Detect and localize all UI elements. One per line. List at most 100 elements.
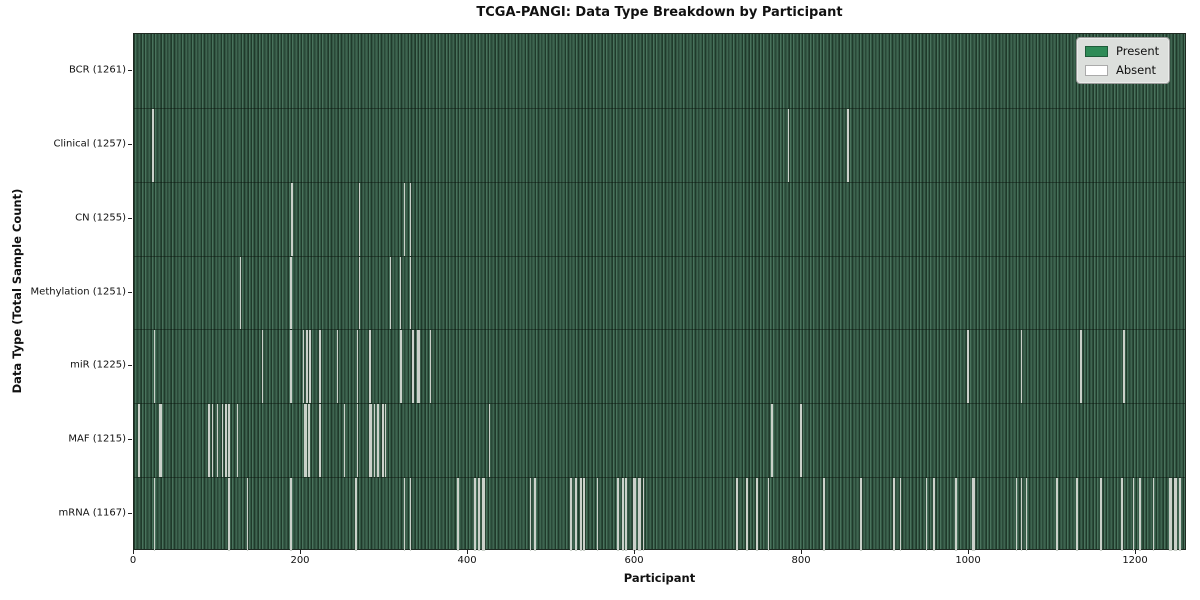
absent-mark bbox=[358, 182, 361, 256]
absent-mark bbox=[302, 330, 305, 404]
absent-mark bbox=[583, 478, 585, 551]
y-tick-label-mRNA: mRNA (1167) bbox=[58, 507, 126, 519]
y-tick-label-miR: miR (1225) bbox=[70, 359, 126, 371]
absent-mark bbox=[356, 330, 359, 404]
absent-mark bbox=[736, 478, 738, 551]
absent-mark bbox=[642, 478, 645, 551]
absent-mark bbox=[343, 404, 345, 478]
legend-item-present: Present bbox=[1085, 44, 1159, 58]
absent-mark bbox=[236, 404, 239, 478]
absent-mark bbox=[1055, 478, 1058, 551]
x-tick-mark bbox=[1135, 550, 1137, 554]
absent-mark bbox=[1179, 478, 1182, 551]
absent-mark bbox=[1020, 330, 1023, 404]
absent-mark bbox=[800, 404, 803, 478]
absent-mark bbox=[822, 478, 825, 551]
absent-mark bbox=[409, 478, 412, 551]
absent-mark bbox=[616, 478, 620, 551]
legend-label-absent: Absent bbox=[1116, 63, 1157, 77]
absent-mark bbox=[596, 478, 599, 551]
absent-mark bbox=[306, 330, 308, 404]
y-tick-label-Clinical: Clinical (1257) bbox=[53, 138, 127, 150]
y-axis-label: Data Type (Total Sample Count) bbox=[10, 188, 24, 394]
absent-mark bbox=[569, 478, 573, 551]
x-tick-label-400: 400 bbox=[457, 555, 477, 566]
heatmap-row-Clinical bbox=[134, 107, 1185, 182]
absent-mark bbox=[318, 404, 322, 478]
absent-mark bbox=[154, 478, 156, 551]
absent-mark bbox=[1015, 478, 1018, 551]
absent-mark bbox=[473, 478, 476, 551]
x-tick-label-800: 800 bbox=[791, 555, 811, 566]
x-tick-mark bbox=[634, 550, 636, 554]
absent-mark bbox=[482, 478, 485, 551]
y-tick-label-Methylation: Methylation (1251) bbox=[30, 286, 126, 297]
heatmap-row-MAF bbox=[134, 403, 1185, 478]
absent-mark bbox=[529, 478, 532, 551]
absent-mark bbox=[399, 256, 402, 330]
absent-mark bbox=[1152, 478, 1155, 551]
absent-mark bbox=[933, 478, 935, 551]
absent-mark bbox=[399, 330, 403, 404]
absent-mark bbox=[1139, 478, 1142, 551]
x-tick-mark bbox=[801, 550, 803, 554]
absent-mark bbox=[369, 330, 371, 404]
heatmap-row-miR bbox=[134, 329, 1185, 404]
absent-mark bbox=[967, 330, 970, 404]
absent-mark bbox=[228, 404, 231, 478]
absent-mark bbox=[290, 478, 292, 551]
absent-mark bbox=[377, 404, 379, 478]
absent-mark bbox=[1169, 478, 1172, 551]
x-tick-label-600: 600 bbox=[624, 555, 644, 566]
present-swatch-icon bbox=[1085, 45, 1108, 57]
absent-mark bbox=[382, 404, 384, 478]
absent-mark bbox=[893, 478, 895, 551]
absent-mark bbox=[1174, 478, 1177, 551]
absent-mark bbox=[290, 256, 292, 330]
absent-mark bbox=[478, 478, 480, 551]
plot-area bbox=[133, 33, 1186, 551]
absent-mark bbox=[369, 404, 372, 478]
absent-mark bbox=[533, 478, 537, 551]
absent-mark bbox=[409, 182, 411, 256]
absent-mark bbox=[307, 404, 311, 478]
heatmap-row-CN bbox=[134, 181, 1185, 256]
absent-mark bbox=[417, 330, 421, 404]
absent-mark bbox=[261, 330, 264, 404]
absent-mark bbox=[208, 404, 210, 478]
absent-mark bbox=[625, 478, 627, 551]
absent-mark bbox=[756, 478, 758, 551]
x-tick-mark bbox=[467, 550, 469, 554]
absent-mark bbox=[290, 182, 293, 256]
absent-mark bbox=[1025, 478, 1028, 551]
absent-mark bbox=[899, 478, 902, 551]
absent-mark bbox=[1132, 478, 1135, 551]
absent-mark bbox=[954, 478, 957, 551]
absent-mark bbox=[1075, 478, 1078, 551]
absent-mark bbox=[373, 404, 376, 478]
absent-mark bbox=[1122, 330, 1126, 404]
absent-mark bbox=[154, 330, 156, 404]
absent-mark bbox=[767, 478, 770, 551]
heatmap-row-BCR bbox=[134, 34, 1185, 108]
absent-mark bbox=[787, 108, 790, 182]
absent-mark bbox=[574, 478, 577, 551]
y-tick-label-MAF: MAF (1215) bbox=[68, 433, 126, 445]
absent-mark bbox=[159, 404, 162, 478]
absent-mark bbox=[216, 404, 219, 478]
x-tick-label-200: 200 bbox=[290, 555, 310, 566]
x-tick-label-0: 0 bbox=[129, 555, 137, 566]
absent-mark bbox=[972, 478, 975, 551]
absent-mark bbox=[389, 256, 391, 330]
absent-mark bbox=[457, 478, 459, 551]
y-tick-mark bbox=[128, 365, 132, 367]
absent-mark bbox=[633, 478, 636, 551]
absent-mark bbox=[638, 478, 641, 551]
absent-swatch-icon bbox=[1085, 64, 1108, 76]
absent-mark bbox=[1121, 478, 1123, 551]
absent-mark bbox=[860, 478, 863, 551]
absent-mark bbox=[409, 256, 412, 330]
absent-mark bbox=[152, 108, 155, 182]
y-tick-mark bbox=[128, 291, 132, 293]
